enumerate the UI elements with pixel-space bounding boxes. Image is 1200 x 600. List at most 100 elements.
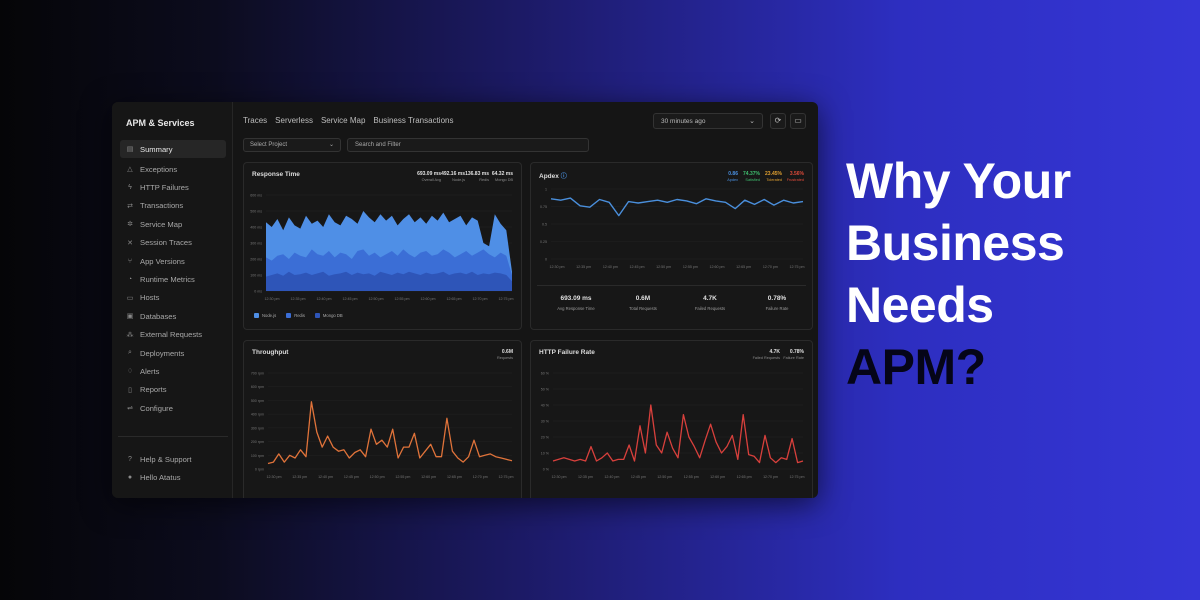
x-tick-label: 12:55 pm bbox=[683, 265, 698, 269]
time-range-select[interactable]: 30 minutes ago ⌄ bbox=[653, 113, 763, 129]
chevron-down-icon: ⌄ bbox=[328, 142, 334, 148]
summary-stat: 4.7K Failed Requests bbox=[675, 295, 745, 311]
sidebar-item-external-requests[interactable]: ⁂ External Requests bbox=[120, 326, 226, 344]
panel-title: Throughput bbox=[252, 349, 289, 356]
monitor-icon: ▭ bbox=[794, 116, 802, 125]
sidebar-item-label: Exceptions bbox=[140, 164, 178, 174]
network-icon: ⁂ bbox=[126, 331, 134, 339]
y-tick-label: 0.75 bbox=[540, 205, 547, 209]
sidebar-item-runtime-metrics[interactable]: ◔ Runtime Metrics bbox=[120, 270, 226, 288]
tab-serverless[interactable]: Serverless bbox=[275, 116, 313, 125]
x-tick-label: 12:70 pm bbox=[763, 265, 778, 269]
swap-icon: ⇄ bbox=[127, 202, 133, 210]
summary-icon: ▤ bbox=[126, 146, 134, 153]
y-tick-label: 50 % bbox=[541, 388, 550, 392]
report-icon: ▯ bbox=[128, 386, 132, 394]
stat-label: Tolerated bbox=[766, 178, 782, 182]
x-tick-label: 12:50 pm bbox=[370, 475, 385, 479]
project-select[interactable]: Select Project ⌄ bbox=[243, 138, 341, 152]
x-tick-label: 12:65 pm bbox=[736, 265, 751, 269]
sidebar-item-hello-atatus[interactable]: ● Hello Atatus bbox=[120, 468, 226, 486]
sidebar-item-exceptions[interactable]: △ Exceptions bbox=[120, 160, 226, 178]
stat-item: 3.56% Frustrated bbox=[787, 171, 804, 182]
stat-label: Mongo DB bbox=[495, 178, 513, 182]
display-button[interactable]: ▭ bbox=[790, 113, 806, 129]
stat-value: 136.83 ms bbox=[465, 171, 489, 177]
refresh-button[interactable]: ⟳ bbox=[770, 113, 786, 129]
tab-business-transactions[interactable]: Business Transactions bbox=[373, 116, 454, 125]
x-tick-label: 12:65 pm bbox=[447, 297, 462, 301]
x-tick-label: 12:75 pm bbox=[499, 475, 514, 479]
sliders-icon: ⇌ bbox=[127, 405, 133, 413]
x-tick-label: 12:50 pm bbox=[369, 297, 384, 301]
stat-value: 0.86 bbox=[728, 171, 738, 177]
x-tick-label: 12:35 pm bbox=[291, 297, 306, 301]
sidebar-item-label: Runtime Metrics bbox=[140, 275, 195, 285]
sidebar-item-label: Reports bbox=[140, 385, 167, 395]
sidebar-item-session-traces[interactable]: ✕ Session Traces bbox=[120, 234, 226, 252]
sidebar-item-label: Transactions bbox=[140, 201, 184, 211]
sidebar-item-configure[interactable]: ⇌ Configure bbox=[120, 399, 226, 417]
response-time-panel: Response Time 693.09 ms Overall Avg 492.16… bbox=[243, 162, 522, 330]
y-tick-label: 1 bbox=[545, 188, 547, 192]
sidebar-item-app-versions[interactable]: ⑂ App Versions bbox=[120, 252, 226, 270]
summary-label: Failed Requests bbox=[694, 306, 726, 311]
stat-value: 693.09 ms bbox=[417, 171, 441, 177]
sidebar-item-alerts[interactable]: ♢ Alerts bbox=[120, 362, 226, 380]
x-tick-label: 12:35 pm bbox=[578, 475, 593, 479]
y-tick-label: 700 rpm bbox=[251, 372, 264, 376]
x-tick-label: 12:65 pm bbox=[737, 475, 752, 479]
sidebar-item-http-failures[interactable]: ϟ HTTP Failures bbox=[120, 178, 226, 196]
sidebar-item-label: Session Traces bbox=[140, 238, 192, 248]
sidebar-item-summary[interactable]: ▤ Summary bbox=[120, 140, 226, 158]
x-tick-label: 12:30 pm bbox=[265, 297, 280, 301]
sidebar-item-hosts[interactable]: ▭ Hosts bbox=[120, 289, 226, 307]
line-series bbox=[552, 404, 804, 464]
sidebar-item-help-support[interactable]: ? Help & Support bbox=[120, 450, 226, 468]
stat-item: 74.37% Satisfied bbox=[743, 171, 760, 182]
sidebar-divider bbox=[118, 436, 228, 437]
headline-line-2: Business bbox=[846, 215, 1065, 271]
stat-value: 23.45% bbox=[765, 171, 782, 177]
stat-label: Satisfied bbox=[745, 178, 760, 182]
failure-rate-panel: HTTP Failure Rate 4.7K Failed Requests 0.7… bbox=[530, 340, 813, 498]
sidebar-item-databases[interactable]: ▣ Databases bbox=[120, 307, 226, 325]
sidebar-item-service-map[interactable]: ✲ Service Map bbox=[120, 215, 226, 233]
y-tick-label: 0.5 bbox=[542, 223, 547, 227]
sidebar-item-reports[interactable]: ▯ Reports bbox=[120, 381, 226, 399]
x-tick-label: 12:55 pm bbox=[395, 475, 410, 479]
x-tick-label: 12:40 pm bbox=[604, 475, 619, 479]
stat-label: Node.js bbox=[452, 178, 465, 182]
sidebar-item-transactions[interactable]: ⇄ Transactions bbox=[120, 197, 226, 215]
x-tick-label: 12:30 pm bbox=[552, 475, 567, 479]
apdex-chart: 1 0.75 0.5 0.25 012:30 pm 12:35 pm 12:40 pm 12:… bbox=[540, 188, 804, 270]
bell-icon: ♢ bbox=[126, 368, 134, 376]
y-tick-label: 20 % bbox=[541, 436, 550, 440]
sidebar-item-label: Configure bbox=[140, 403, 173, 413]
summary-value: 693.09 ms bbox=[560, 295, 592, 302]
x-tick-label: 12:35 pm bbox=[576, 265, 591, 269]
project-select-value: Select Project bbox=[250, 142, 288, 148]
sidebar-item-label: Help & Support bbox=[140, 454, 192, 464]
failure-rate-chart: 60 % 50 % 40 % 30 % 20 % 10 % 0 %12:30 pm 12:35… bbox=[541, 372, 805, 480]
search-input[interactable]: Search and Filter bbox=[347, 138, 589, 152]
stat-item: 0.6M Requests bbox=[497, 349, 513, 360]
stat-item: 4.7K Failed Requests bbox=[753, 349, 780, 360]
x-tick-label: 12:40 pm bbox=[318, 475, 333, 479]
x-tick-label: 12:70 pm bbox=[473, 297, 488, 301]
panel-title: Response Time bbox=[252, 171, 300, 178]
sidebar-item-deployments[interactable]: ⌕ Deployments bbox=[120, 344, 226, 362]
chevron-down-icon: ⌄ bbox=[749, 118, 755, 125]
x-tick-label: 12:45 pm bbox=[631, 475, 646, 479]
tab-traces[interactable]: Traces bbox=[243, 116, 268, 125]
sidebar-item-label: Hosts bbox=[140, 293, 160, 303]
y-tick-label: 300 rpm bbox=[251, 426, 264, 430]
headline-line-1: Why Your bbox=[846, 153, 1071, 209]
y-tick-label: 0 rpm bbox=[255, 468, 264, 472]
sidebar-item-label: Deployments bbox=[140, 348, 185, 358]
legend-label: Mongo DB bbox=[322, 313, 343, 318]
server-icon: ▭ bbox=[126, 294, 134, 302]
tab-service-map[interactable]: Service Map bbox=[320, 116, 366, 125]
x-tick-label: 12:35 pm bbox=[292, 475, 307, 479]
stat-value: 0.78% bbox=[789, 349, 804, 355]
